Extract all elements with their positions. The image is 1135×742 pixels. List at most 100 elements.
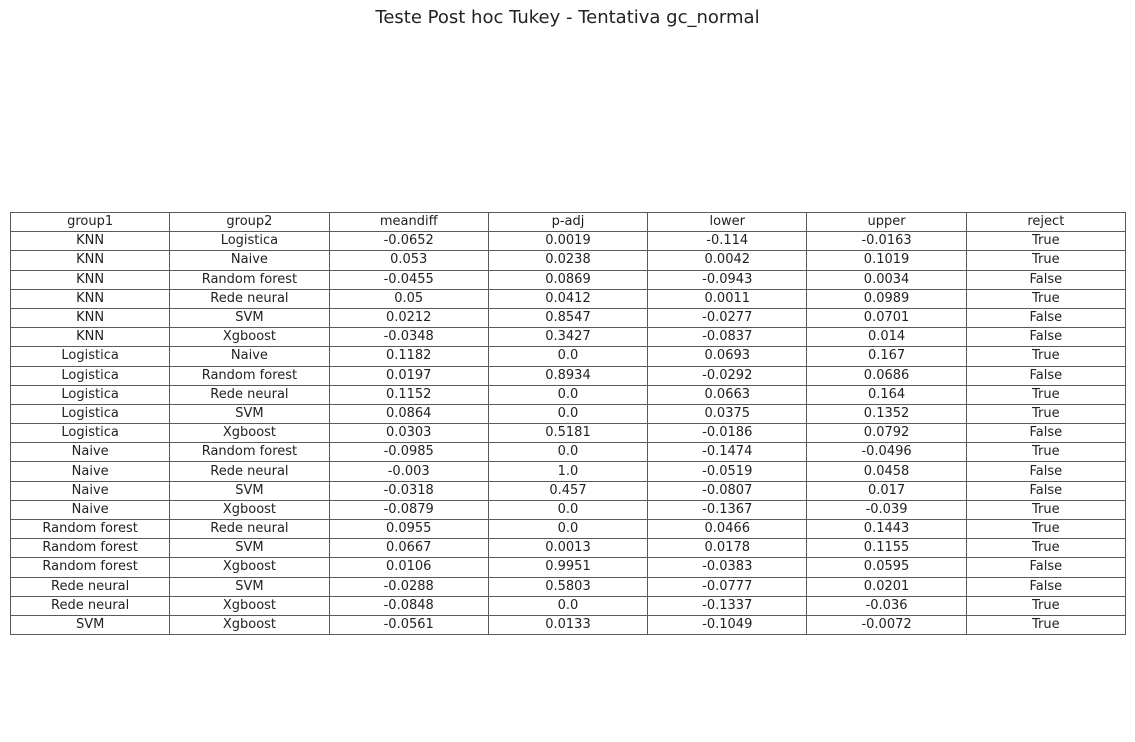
cell-meandiff: 0.1182	[328, 346, 489, 367]
cell-reject: False	[965, 269, 1127, 290]
cell-group1: Rede neural	[9, 576, 171, 597]
cell-upper: 0.1443	[806, 518, 967, 540]
cell-p-adj: 1.0	[487, 461, 649, 482]
cell-reject: True	[965, 384, 1127, 405]
cell-group1: SVM	[9, 614, 171, 636]
cell-lower: -0.0943	[647, 269, 808, 290]
cell-meandiff: -0.003	[328, 461, 489, 482]
cell-upper: 0.0989	[806, 288, 967, 309]
cell-meandiff: -0.0561	[328, 614, 489, 636]
table-row: KNN Rede neural 0.05 0.0412 0.0011 0.0989 True	[9, 288, 1127, 309]
cell-meandiff: 0.1152	[328, 384, 489, 405]
cell-reject: True	[965, 346, 1127, 367]
cell-p-adj: 0.0	[487, 518, 649, 540]
cell-group1: Logistica	[9, 423, 171, 444]
cell-group2: Xgboost	[169, 499, 330, 521]
cell-reject: False	[965, 461, 1127, 482]
table-row: Logistica SVM 0.0864 0.0 0.0375 0.1352 True	[9, 403, 1127, 425]
cell-lower: -0.1049	[647, 614, 808, 636]
cell-upper: 0.164	[806, 384, 967, 405]
cell-reject: False	[965, 327, 1127, 348]
chart-title: Teste Post hoc Tukey - Tentativa gc_norm…	[375, 7, 760, 28]
cell-p-adj: 0.0133	[487, 614, 649, 636]
header-row: group1 group2 meandiff p-adj lower upper rejec…	[9, 211, 1127, 233]
cell-group1: Random forest	[9, 538, 171, 559]
cell-meandiff: 0.05	[328, 288, 489, 309]
column-header-reject: reject	[965, 211, 1127, 233]
cell-lower: -0.114	[647, 231, 808, 252]
cell-reject: True	[965, 403, 1127, 425]
cell-group2: Logistica	[169, 231, 330, 252]
cell-reject: True	[965, 250, 1127, 271]
cell-meandiff: 0.0212	[328, 307, 489, 329]
cell-lower: -0.0383	[647, 557, 808, 578]
cell-p-adj: 0.5181	[487, 423, 649, 444]
cell-meandiff: 0.0864	[328, 403, 489, 425]
table-row: SVM Xgboost -0.0561 0.0133 -0.1049 -0.0072 Tru…	[9, 614, 1127, 636]
cell-meandiff: -0.0985	[328, 442, 489, 463]
cell-p-adj: 0.8547	[487, 307, 649, 329]
cell-group1: KNN	[9, 288, 171, 309]
cell-meandiff: 0.0197	[328, 365, 489, 386]
cell-lower: 0.0663	[647, 384, 808, 405]
table-row: Naive SVM -0.0318 0.457 -0.0807 0.017 False	[9, 480, 1127, 501]
cell-upper: 0.017	[806, 480, 967, 501]
cell-upper: 0.167	[806, 346, 967, 367]
cell-upper: 0.0686	[806, 365, 967, 386]
cell-upper: -0.0496	[806, 442, 967, 463]
table-row: KNN Logistica -0.0652 0.0019 -0.114 -0.0163 Tr…	[9, 231, 1127, 252]
cell-group2: SVM	[169, 576, 330, 597]
cell-group1: Naive	[9, 480, 171, 501]
cell-lower: -0.0837	[647, 327, 808, 348]
table-row: Rede neural SVM -0.0288 0.5803 -0.0777 0.0201…	[9, 576, 1127, 597]
cell-group1: KNN	[9, 307, 171, 329]
table-row: KNN Naive 0.053 0.0238 0.0042 0.1019 True	[9, 250, 1127, 271]
table-row: KNN Xgboost -0.0348 0.3427 -0.0837 0.014 False	[9, 327, 1127, 348]
column-header-meandiff: meandiff	[328, 211, 489, 233]
cell-reject: True	[965, 442, 1127, 463]
cell-group1: Random forest	[9, 557, 171, 578]
cell-upper: 0.014	[806, 327, 967, 348]
cell-meandiff: -0.0348	[328, 327, 489, 348]
cell-reject: True	[965, 288, 1127, 309]
cell-meandiff: -0.0318	[328, 480, 489, 501]
cell-reject: False	[965, 576, 1127, 597]
cell-upper: 0.1019	[806, 250, 967, 271]
table-row: KNN Random forest -0.0455 0.0869 -0.0943 0.00…	[9, 269, 1127, 290]
cell-meandiff: -0.0652	[328, 231, 489, 252]
cell-group2: Rede neural	[169, 518, 330, 540]
table-row: Logistica Rede neural 0.1152 0.0 0.0663 0.164…	[9, 384, 1127, 405]
cell-upper: 0.0701	[806, 307, 967, 329]
table-row: Logistica Random forest 0.0197 0.8934 -0.029…	[9, 365, 1127, 386]
cell-meandiff: 0.0955	[328, 518, 489, 540]
cell-lower: 0.0693	[647, 346, 808, 367]
table-row: Logistica Naive 0.1182 0.0 0.0693 0.167 True	[9, 346, 1127, 367]
table-body: KNN Logistica -0.0652 0.0019 -0.114 -0.0163 Tr…	[9, 231, 1127, 636]
table-row: Naive Xgboost -0.0879 0.0 -0.1367 -0.039 True	[9, 499, 1127, 521]
cell-group1: Naive	[9, 499, 171, 521]
cell-group1: KNN	[9, 231, 171, 252]
cell-group2: Random forest	[169, 269, 330, 290]
cell-reject: False	[965, 557, 1127, 578]
cell-group1: Logistica	[9, 346, 171, 367]
cell-p-adj: 0.0412	[487, 288, 649, 309]
column-header-p-adj: p-adj	[487, 211, 649, 233]
cell-group2: Naive	[169, 250, 330, 271]
table-row: Rede neural Xgboost -0.0848 0.0 -0.1337 -0.03…	[9, 595, 1127, 616]
cell-p-adj: 0.3427	[487, 327, 649, 348]
cell-reject: True	[965, 614, 1127, 636]
cell-group2: SVM	[169, 403, 330, 425]
cell-group2: Naive	[169, 346, 330, 367]
table-row: Random forest SVM 0.0667 0.0013 0.0178 0.1155…	[9, 538, 1127, 559]
cell-lower: 0.0042	[647, 250, 808, 271]
cell-meandiff: -0.0288	[328, 576, 489, 597]
cell-group1: KNN	[9, 250, 171, 271]
cell-lower: -0.0186	[647, 423, 808, 444]
column-header-group1: group1	[9, 211, 171, 233]
cell-reject: False	[965, 423, 1127, 444]
cell-group2: Xgboost	[169, 595, 330, 616]
tukey-results-table: group1 group2 meandiff p-adj lower upper rejec…	[9, 211, 1127, 636]
cell-group2: SVM	[169, 480, 330, 501]
table-row: KNN SVM 0.0212 0.8547 -0.0277 0.0701 False	[9, 307, 1127, 329]
cell-group2: Xgboost	[169, 557, 330, 578]
